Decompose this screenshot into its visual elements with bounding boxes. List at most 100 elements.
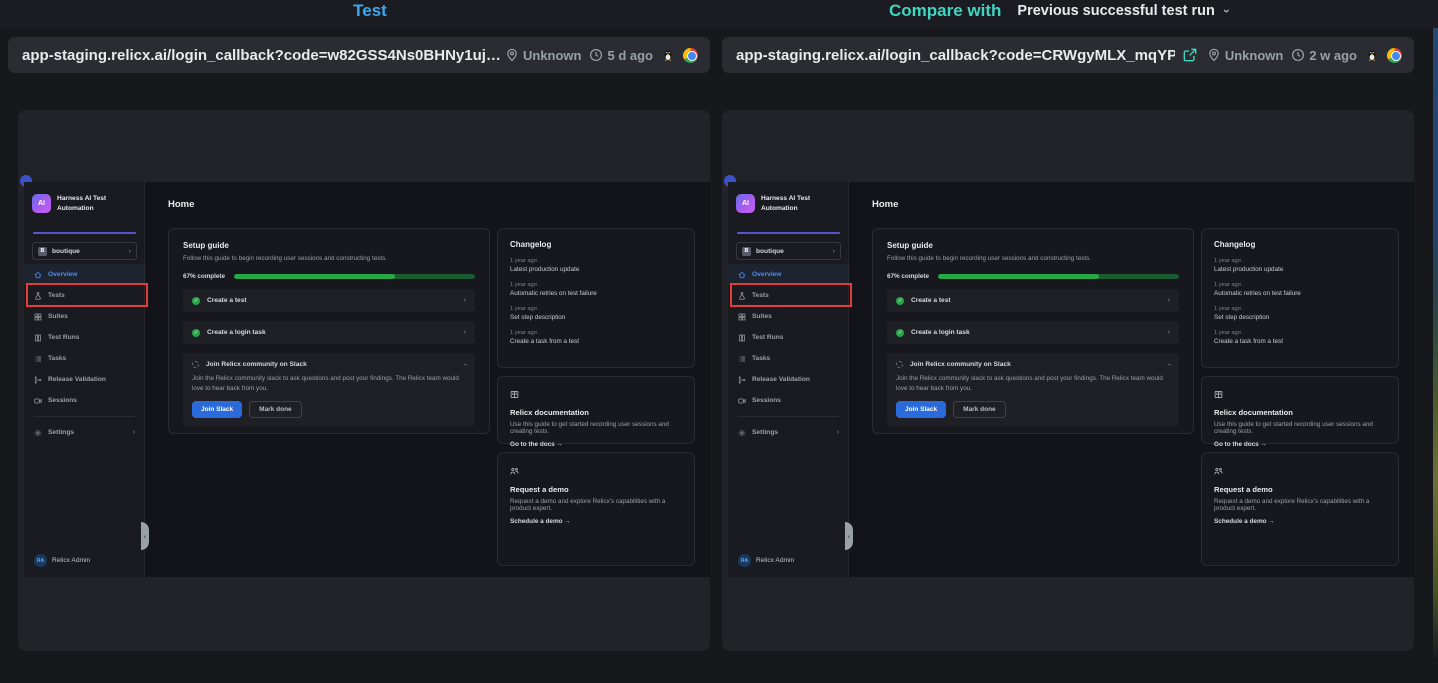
project-name: boutique <box>52 248 80 255</box>
sidebar-item-tests[interactable]: Tests <box>728 285 849 306</box>
setup-item-create-test[interactable]: ✓ Create a test › <box>887 289 1179 312</box>
documentation-card: Relicx documentation Use this guide to g… <box>1201 376 1399 444</box>
brand-name: Harness AI Test Automation <box>761 194 827 214</box>
changelog-entry: 1 year ago Set step description <box>510 306 682 321</box>
changelog-entry: 1 year ago Automatic retries on test fai… <box>1214 282 1386 297</box>
go-to-docs-link[interactable]: Go to the docs → <box>1214 441 1386 448</box>
go-to-docs-link[interactable]: Go to the docs → <box>510 441 682 448</box>
linux-tux-icon <box>661 48 675 62</box>
location-pin-icon <box>505 48 519 62</box>
sidebar-item-suites[interactable]: Suites <box>728 306 849 327</box>
brand-divider <box>737 232 840 234</box>
setup-item-join-slack[interactable]: Join Relicx community on Slack › Join th… <box>887 353 1179 426</box>
people-icon <box>1214 467 1223 476</box>
user-row[interactable]: RA Relicx Admin <box>34 554 90 567</box>
branch-icon <box>738 376 746 384</box>
left-url-bar[interactable]: app-staging.relicx.ai/login_callback?cod… <box>8 37 710 73</box>
project-selector[interactable]: B boutique › <box>736 242 841 260</box>
setup-guide-title: Setup guide <box>183 241 475 250</box>
setup-item-create-test[interactable]: ✓ Create a test › <box>183 289 475 312</box>
sidebar-item-suites[interactable]: Suites <box>24 306 145 327</box>
app-main: Home Setup guide Follow this guide to be… <box>145 182 710 577</box>
sidebar-item-test-runs[interactable]: Test Runs <box>24 327 145 348</box>
changelog-title: Changelog <box>510 240 682 249</box>
book-icon <box>1214 390 1223 399</box>
external-link-icon[interactable] <box>1183 48 1197 62</box>
sidebar-item-tests[interactable]: Tests <box>24 285 145 306</box>
chevron-down-icon: › <box>461 363 468 365</box>
join-slack-button[interactable]: Join Slack <box>896 401 946 418</box>
sidebar-item-test-runs[interactable]: Test Runs <box>728 327 849 348</box>
sidebar-item-settings[interactable]: Settings › <box>24 422 145 443</box>
changelog-entry: 1 year ago Automatic retries on test fai… <box>510 282 682 297</box>
page-title: Home <box>145 182 710 210</box>
columns-icon <box>738 334 746 342</box>
user-name: Relicx Admin <box>52 557 90 564</box>
avatar: RA <box>738 554 751 567</box>
setup-item-create-login-task[interactable]: ✓ Create a login task › <box>887 321 1179 344</box>
mark-done-button[interactable]: Mark done <box>249 401 302 418</box>
schedule-demo-link[interactable]: Schedule a demo → <box>1214 518 1386 525</box>
changelog-entry: 1 year ago Latest production update <box>510 258 682 273</box>
progress-bar <box>234 274 475 279</box>
people-icon <box>510 467 519 476</box>
request-demo-card: Request a demo Request a demo and explor… <box>1201 452 1399 566</box>
check-circle-icon: ✓ <box>896 297 904 305</box>
project-badge: B <box>38 247 47 256</box>
compare-target-select[interactable]: Previous successful test run › <box>1017 3 1228 19</box>
right-url-bar[interactable]: app-staging.relicx.ai/login_callback?cod… <box>722 37 1414 73</box>
setup-guide-card: Setup guide Follow this guide to begin r… <box>168 228 490 434</box>
changelog-entry: 1 year ago Latest production update <box>1214 258 1386 273</box>
sidebar-item-overview[interactable]: Overview <box>728 264 849 285</box>
sidebar-item-overview[interactable]: Overview <box>24 264 145 285</box>
right-screenshot-panel: AI Harness AI Test Automation B boutique… <box>722 110 1414 651</box>
brand-name: Harness AI Test Automation <box>57 194 123 214</box>
linux-tux-icon <box>1365 48 1379 62</box>
setup-guide-card: Setup guide Follow this guide to begin r… <box>872 228 1194 434</box>
setup-guide-title: Setup guide <box>887 241 1179 250</box>
right-app-screenshot: AI Harness AI Test Automation B boutique… <box>728 182 1414 577</box>
user-row[interactable]: RA Relicx Admin <box>738 554 794 567</box>
video-icon <box>738 397 746 405</box>
book-icon <box>510 390 519 399</box>
sidebar-item-settings[interactable]: Settings › <box>728 422 849 443</box>
sidebar-item-release-validation[interactable]: Release Validation <box>728 369 849 390</box>
docs-description: Use this guide to get started recording … <box>510 421 682 435</box>
demo-description: Request a demo and explore Relicx's capa… <box>510 498 682 512</box>
left-location: Unknown <box>505 48 582 63</box>
compare-with-label: Compare with <box>889 1 1001 21</box>
chevron-right-icon: › <box>1168 329 1170 336</box>
sidebar-item-sessions[interactable]: Sessions <box>24 390 145 411</box>
comparison-header: Test Compare with Previous successful te… <box>0 0 1438 28</box>
chevron-right-icon: › <box>129 248 131 255</box>
setup-item-create-login-task[interactable]: ✓ Create a login task › <box>183 321 475 344</box>
sidebar-item-release-validation[interactable]: Release Validation <box>24 369 145 390</box>
left-screenshot-panel: AI Harness AI Test Automation B boutique… <box>18 110 710 651</box>
harness-logo-icon: AI <box>736 194 755 213</box>
left-url-text: app-staging.relicx.ai/login_callback?cod… <box>22 47 501 64</box>
location-pin-icon <box>1207 48 1221 62</box>
harness-logo-icon: AI <box>32 194 51 213</box>
join-slack-button[interactable]: Join Slack <box>192 401 242 418</box>
sidebar-item-tasks[interactable]: Tasks <box>728 348 849 369</box>
docs-description: Use this guide to get started recording … <box>1214 421 1386 435</box>
progress-label: 67% complete <box>183 273 225 280</box>
nav-divider <box>738 416 839 417</box>
gear-icon <box>738 429 746 437</box>
changelog-entry: 1 year ago Create a task from a test <box>1214 330 1386 345</box>
changelog-entry: 1 year ago Set step description <box>1214 306 1386 321</box>
sidebar-item-sessions[interactable]: Sessions <box>728 390 849 411</box>
chevron-down-icon: › <box>1220 9 1234 13</box>
setup-item-join-slack[interactable]: Join Relicx community on Slack › Join th… <box>183 353 475 426</box>
project-selector[interactable]: B boutique › <box>32 242 137 260</box>
check-circle-icon: ✓ <box>896 329 904 337</box>
progress-bar <box>938 274 1179 279</box>
clock-icon <box>1291 48 1305 62</box>
changelog-title: Changelog <box>1214 240 1386 249</box>
sidebar-item-tasks[interactable]: Tasks <box>24 348 145 369</box>
mark-done-button[interactable]: Mark done <box>953 401 1006 418</box>
chevron-right-icon: › <box>464 297 466 304</box>
chevron-down-icon: › <box>1165 363 1172 365</box>
schedule-demo-link[interactable]: Schedule a demo → <box>510 518 682 525</box>
task-list-icon <box>738 355 746 363</box>
